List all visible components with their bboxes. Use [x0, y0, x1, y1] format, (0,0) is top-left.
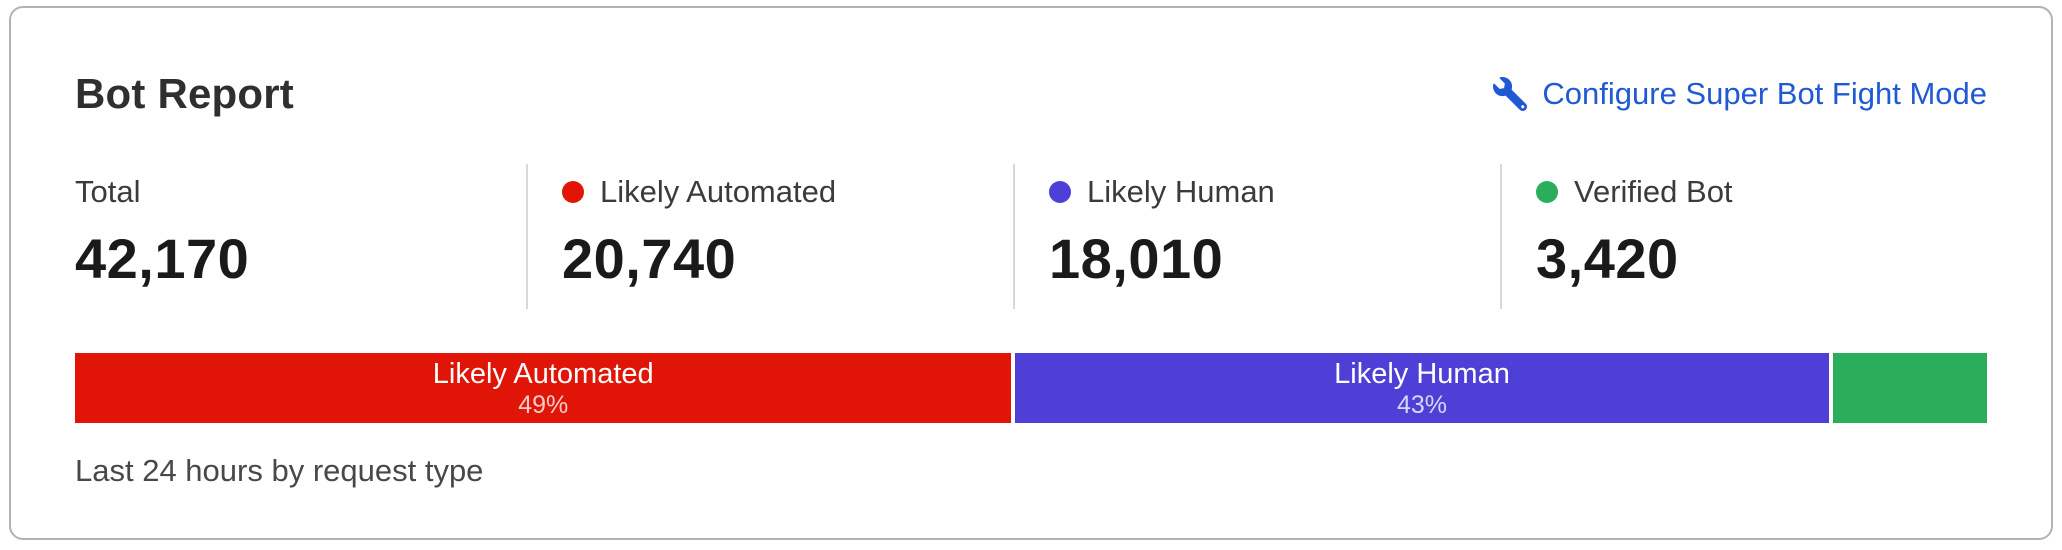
- bot-report-card: Bot Report Configure Super Bot Fight Mod…: [9, 6, 2053, 540]
- stat-label-row: Verified Bot: [1536, 174, 1987, 210]
- stat-value: 42,170: [75, 227, 250, 290]
- wrench-icon: [1493, 77, 1528, 111]
- configure-link-label: Configure Super Bot Fight Mode: [1542, 76, 1987, 111]
- bar-segment[interactable]: [1832, 353, 1988, 423]
- stat-column: Likely Automated 20,740: [526, 164, 1013, 309]
- stat-column: Likely Human 18,010: [1013, 164, 1500, 309]
- stat-value: 20,740: [562, 227, 737, 290]
- stat-value: 3,420: [1536, 227, 1679, 290]
- stat-label-row: Likely Automated: [562, 174, 1013, 210]
- stat-label: Likely Human: [1087, 174, 1275, 209]
- bar-segment-percent: 43%: [1396, 390, 1448, 419]
- stat-legend-dot-icon: [1049, 181, 1071, 203]
- stat-legend-dot-icon: [1536, 181, 1558, 203]
- stats-row: Total 42,170 Likely Automated 20,740 Likely …: [75, 164, 1987, 309]
- stat-value: 18,010: [1049, 227, 1224, 290]
- distribution-bar: Likely Automated 49% Likely Human 43%: [75, 353, 1988, 423]
- footer-note: Last 24 hours by request type: [75, 453, 484, 488]
- page-title: Bot Report: [75, 70, 294, 117]
- stat-label: Total: [75, 174, 141, 209]
- stat-legend-dot-icon: [562, 181, 584, 203]
- stat-label: Verified Bot: [1574, 174, 1733, 209]
- bar-segment-label: Likely Human: [1334, 357, 1510, 390]
- card-header: Bot Report Configure Super Bot Fight Mod…: [75, 8, 1987, 118]
- stat-label: Likely Automated: [600, 174, 837, 209]
- configure-super-bot-fight-mode-link[interactable]: Configure Super Bot Fight Mode: [1493, 76, 1987, 112]
- bar-segment[interactable]: Likely Human 43%: [1015, 353, 1829, 423]
- bar-segment-percent: 49%: [518, 390, 569, 419]
- bar-segment-label: Likely Automated: [432, 357, 654, 390]
- stat-label-row: Likely Human: [1049, 174, 1500, 210]
- bar-segment[interactable]: Likely Automated 49%: [75, 353, 1012, 423]
- stat-column: Verified Bot 3,420: [1500, 164, 1987, 309]
- stat-label-row: Total: [75, 174, 526, 210]
- stat-column: Total 42,170: [75, 164, 526, 309]
